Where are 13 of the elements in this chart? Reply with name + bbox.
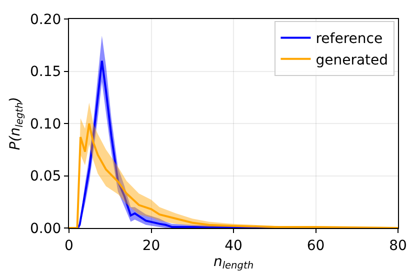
y-tick-label: 0.00 (30, 220, 62, 237)
y-tick-label: 0.05 (30, 168, 62, 185)
y-tick-label: 0.15 (30, 64, 62, 80)
x-tick-label: 60 (306, 238, 325, 254)
x-axis-title: n$_{length}$ (213, 254, 254, 272)
x-tick-label: 20 (142, 238, 160, 254)
x-tick-label: 0 (64, 238, 74, 254)
y-tick-label: 0.20 (30, 12, 62, 28)
legend-label: generated (316, 52, 388, 68)
x-tick-label: 40 (224, 238, 242, 254)
legend-label: reference (316, 31, 383, 48)
y-tick-label: 0.10 (30, 116, 62, 132)
x-tick-label: 80 (389, 238, 407, 254)
